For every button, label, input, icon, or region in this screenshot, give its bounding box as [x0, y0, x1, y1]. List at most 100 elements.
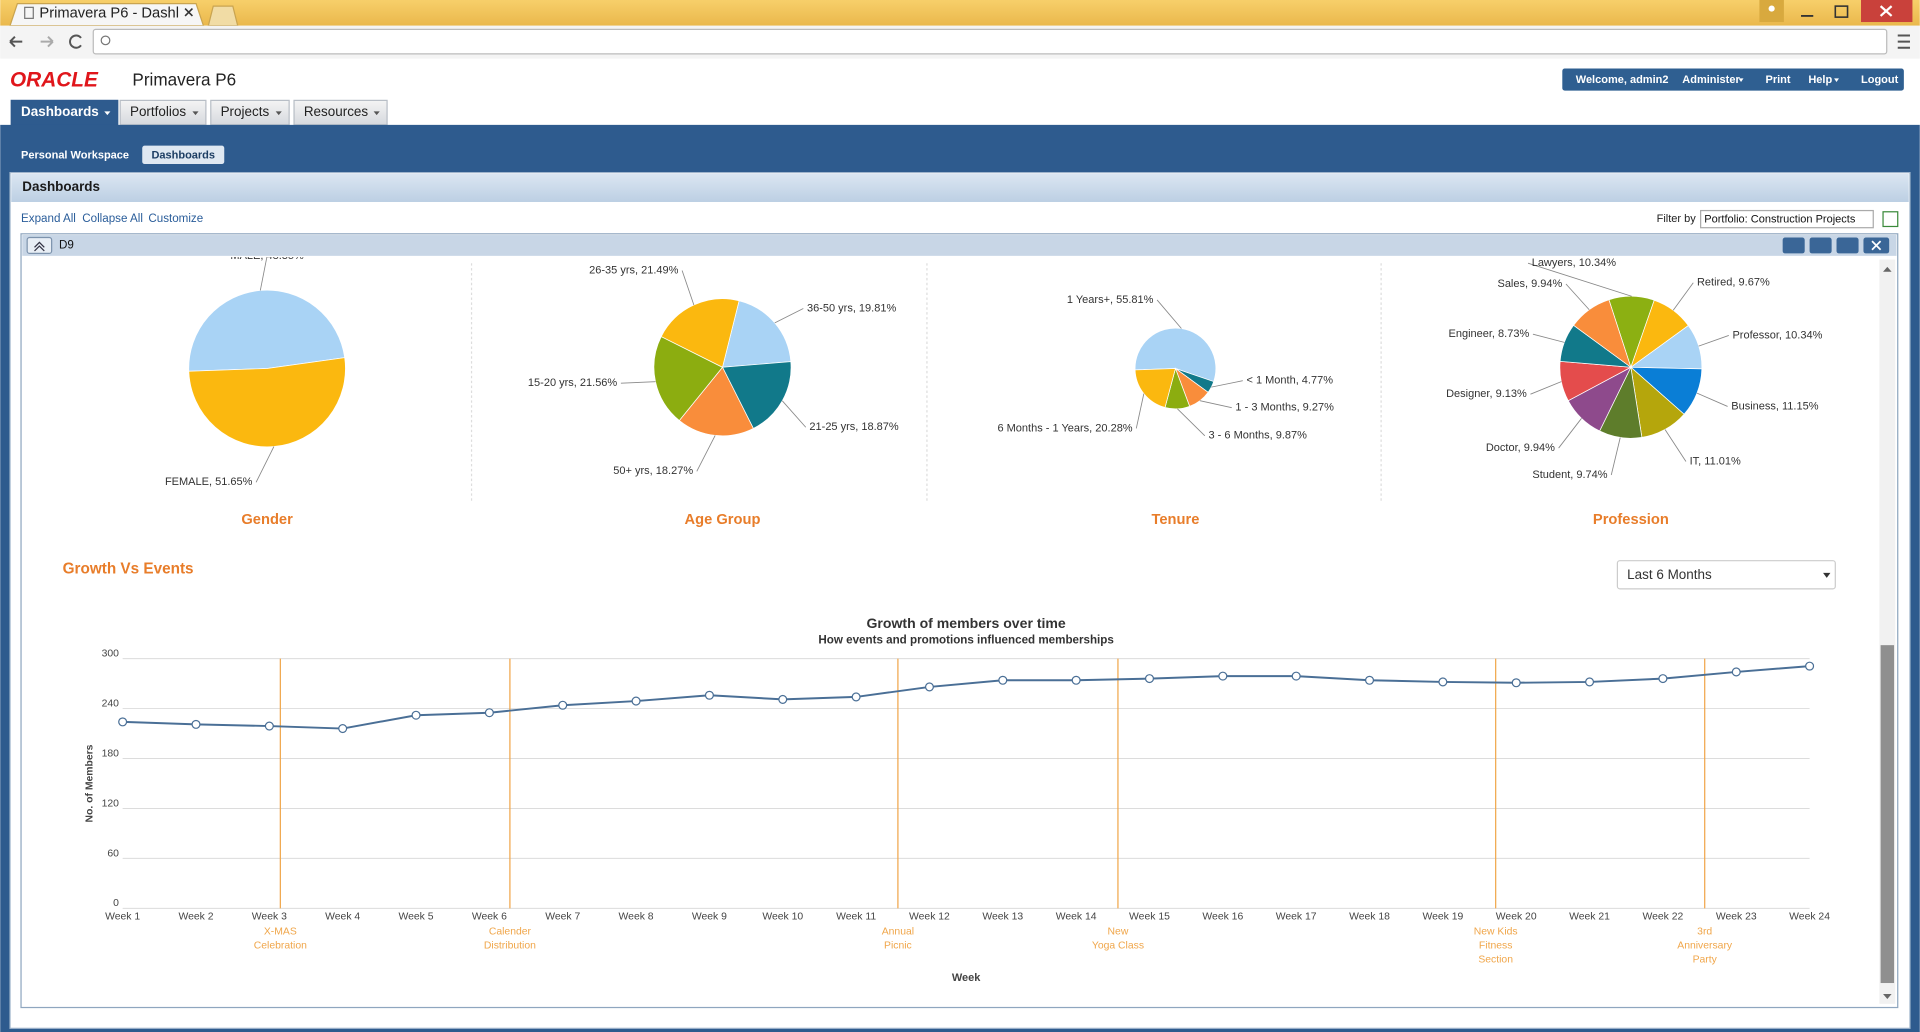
x-tick-label: Week 23 [1716, 912, 1757, 923]
back-button[interactable] [9, 36, 23, 48]
search-icon [100, 35, 111, 46]
y-tick-label: 300 [102, 648, 120, 659]
leader-line [620, 381, 656, 384]
close-icon [1871, 240, 1882, 251]
x-tick-label: Week 17 [1276, 912, 1317, 923]
tab-icon [24, 6, 34, 19]
pie-label: 21-25 yrs, 18.87% [809, 421, 898, 433]
new-tab[interactable] [207, 5, 239, 27]
nav-tab-label: Portfolios [130, 104, 186, 119]
pie-title: Tenure [1152, 512, 1200, 528]
help-menu[interactable]: Help [1808, 74, 1832, 86]
point [1218, 671, 1228, 681]
leader-line [1610, 437, 1621, 476]
event-label: Picnic [884, 940, 912, 951]
pie-slice [722, 300, 792, 368]
menu-button[interactable] [1897, 34, 1910, 49]
leader-line [1199, 400, 1232, 409]
leader-line [1530, 381, 1562, 395]
chart-title: Growth of members over time [866, 615, 1065, 631]
welcome: Welcome, admin2 [1576, 74, 1669, 86]
period-dropdown[interactable] [1616, 560, 1836, 590]
section-title: Growth Vs Events [63, 560, 194, 577]
breadcrumb-text: Dashboards [151, 149, 215, 161]
scroll-thumb[interactable] [1880, 645, 1895, 984]
point [631, 696, 641, 706]
point [924, 682, 934, 692]
x-tick-label: Week 2 [178, 912, 213, 923]
pie-label: 1 - 3 Months, 9.27% [1235, 402, 1334, 414]
nav-tab-label: Projects [221, 104, 270, 119]
y-tick-label: 0 [113, 898, 119, 909]
nav-tab[interactable] [293, 99, 388, 126]
pie-title: Gender [241, 512, 293, 528]
breadcrumb-current[interactable] [142, 145, 225, 165]
point [704, 690, 714, 700]
leader-line [774, 308, 804, 324]
x-tick-label: Week 11 [836, 912, 876, 923]
leader-line [1558, 418, 1582, 449]
leader-line [1527, 262, 1632, 297]
logout-button[interactable]: Logout [1861, 74, 1899, 86]
pie-label: MALE, 48.35% [230, 250, 304, 262]
pie-label: 15-20 yrs, 21.56% [528, 377, 617, 389]
point [1071, 675, 1081, 685]
print-button[interactable]: Print [1766, 74, 1791, 86]
point [1144, 674, 1155, 684]
point [558, 700, 568, 710]
y-axis-label: No. of Members [84, 744, 95, 822]
tab-close[interactable] [184, 8, 193, 17]
pie-slice [188, 357, 346, 448]
event-label: Fitness [1479, 940, 1513, 951]
x-tick-label: Week 4 [325, 912, 360, 923]
customize[interactable]: Customize [148, 212, 203, 225]
nav-tab-label: Resources [304, 104, 369, 119]
x-tick-label: Week 3 [252, 912, 287, 923]
tab-title: Primavera P6 - Dashl [39, 5, 179, 21]
administer-menu[interactable]: Administer [1682, 74, 1740, 86]
pie-label: Student, 9.74% [1532, 469, 1607, 481]
filter-input[interactable] [1700, 209, 1874, 229]
help-button[interactable] [1782, 237, 1805, 254]
caret [275, 111, 282, 116]
point [118, 717, 128, 727]
tab-strip [0, 0, 1920, 26]
series-line [122, 665, 1810, 730]
pie-label: Engineer, 8.73% [1449, 328, 1530, 340]
x-tick-label: Week 5 [399, 912, 434, 923]
pie-label: Professor, 10.34% [1732, 329, 1822, 341]
address-bar[interactable] [92, 28, 1888, 55]
event-label: X-MAS [264, 926, 297, 937]
nav-tab[interactable] [119, 99, 207, 126]
restore-button[interactable] [1836, 237, 1859, 254]
filter-tree-icon[interactable] [1882, 211, 1899, 228]
dropdown-arrow [1823, 572, 1831, 578]
pie-label: FEMALE, 51.65% [165, 476, 253, 488]
breadcrumb-link[interactable]: Personal Workspace [21, 149, 129, 161]
forward-button[interactable] [40, 36, 54, 48]
collapse-all[interactable]: Collapse All [82, 212, 143, 225]
event-label: Distribution [484, 940, 536, 951]
reload-button[interactable] [69, 34, 82, 49]
event-label: Annual [882, 926, 914, 937]
pie-slice [1134, 327, 1217, 383]
pie-label: 50+ yrs, 18.27% [613, 465, 693, 477]
leader-line [1698, 335, 1729, 347]
pie-label: Business, 11.15% [1731, 400, 1818, 412]
event-label: Section [1478, 955, 1513, 966]
pie-label: 26-35 yrs, 21.49% [589, 264, 678, 276]
x-tick-label: Week 1 [105, 912, 140, 923]
maximize-button[interactable] [1834, 5, 1849, 18]
refresh-button[interactable] [1809, 237, 1832, 254]
x-tick-label: Week 21 [1569, 912, 1610, 923]
panel-header [11, 173, 1909, 202]
leader-line [1177, 408, 1206, 437]
x-tick-label: Week 8 [619, 912, 654, 923]
point [1805, 661, 1815, 671]
expand-all[interactable]: Expand All [21, 212, 76, 225]
point [1731, 667, 1741, 677]
pie-slice [1573, 299, 1632, 369]
chart-subtitle: How events and promotions influenced mem… [818, 633, 1113, 646]
event-label: New [1108, 926, 1129, 937]
x-tick-label: Week 15 [1129, 912, 1170, 923]
